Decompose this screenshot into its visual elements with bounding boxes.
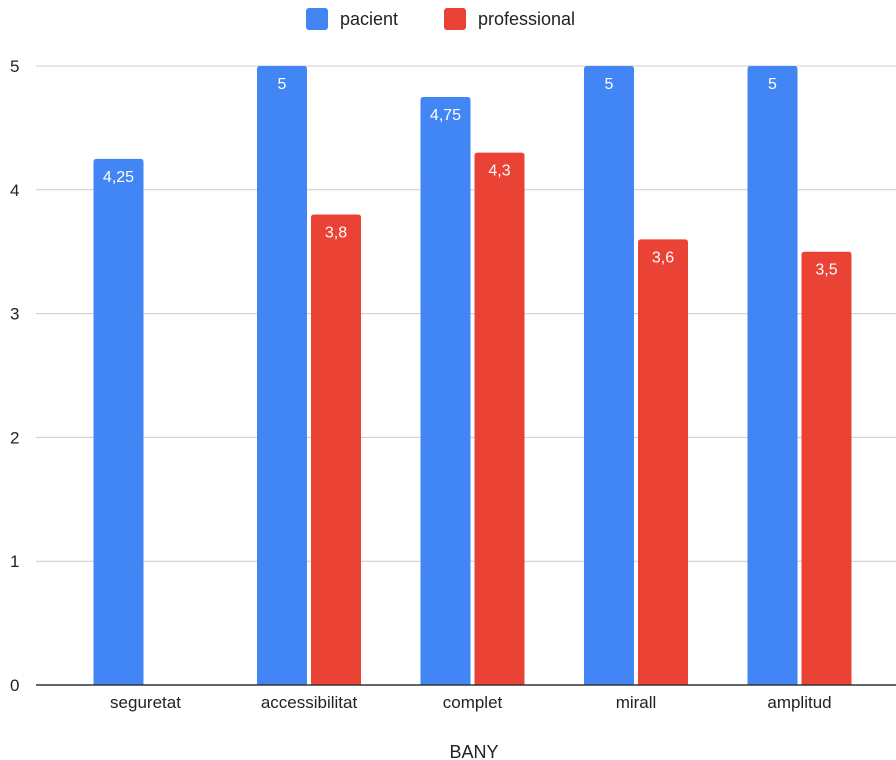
x-tick-label-accessibilitat: accessibilitat: [261, 693, 358, 712]
y-tick-label: 4: [10, 181, 19, 200]
x-tick-label-mirall: mirall: [616, 693, 657, 712]
data-label-pacient-mirall: 5: [605, 76, 614, 93]
data-label-professional-accessibilitat: 3,8: [325, 225, 347, 242]
y-tick-label: 3: [10, 305, 19, 324]
data-label-professional-complet: 4,3: [488, 163, 510, 180]
y-tick-label: 1: [10, 552, 19, 571]
data-label-pacient-seguretat: 4,25: [103, 169, 134, 186]
x-tick-label-amplitud: amplitud: [767, 693, 831, 712]
bar-pacient-complet: [420, 96, 471, 685]
data-labels: 4,25 5 3,8 4,75 4,3 5 3,6 5 3,5: [103, 76, 838, 279]
legend-swatch-professional: [444, 8, 466, 30]
bar-professional-complet: [474, 152, 525, 685]
legend-label-pacient: pacient: [340, 9, 398, 29]
y-tick-label: 0: [10, 676, 19, 695]
data-label-professional-mirall: 3,6: [652, 249, 674, 266]
x-axis-title: BANY: [449, 742, 498, 760]
bar-pacient-mirall: [584, 66, 634, 685]
bar-pacient-amplitud: [747, 66, 798, 685]
bar-pacient-accessibilitat: [257, 66, 307, 685]
legend-swatch-pacient: [306, 8, 328, 30]
bar-professional-accessibilitat: [311, 214, 361, 685]
bars: [93, 66, 852, 686]
legend-label-professional: professional: [478, 9, 575, 29]
y-axis-tick-labels: 0 1 2 3 4 5: [10, 57, 19, 695]
y-tick-label: 2: [10, 428, 19, 447]
x-axis-tick-labels: seguretat accessibilitat complet mirall ampl…: [110, 693, 832, 712]
data-label-pacient-complet: 4,75: [430, 107, 461, 124]
x-tick-label-complet: complet: [443, 693, 503, 712]
data-label-professional-amplitud: 3,5: [815, 262, 837, 279]
y-tick-label: 5: [10, 57, 19, 76]
x-tick-label-seguretat: seguretat: [110, 693, 181, 712]
data-label-pacient-amplitud: 5: [768, 76, 777, 93]
bar-professional-mirall: [638, 239, 688, 685]
data-label-pacient-accessibilitat: 5: [278, 76, 287, 93]
bar-pacient-seguretat: [93, 158, 144, 686]
bar-professional-amplitud: [801, 251, 852, 685]
chart-legend: pacient professional: [306, 8, 575, 30]
